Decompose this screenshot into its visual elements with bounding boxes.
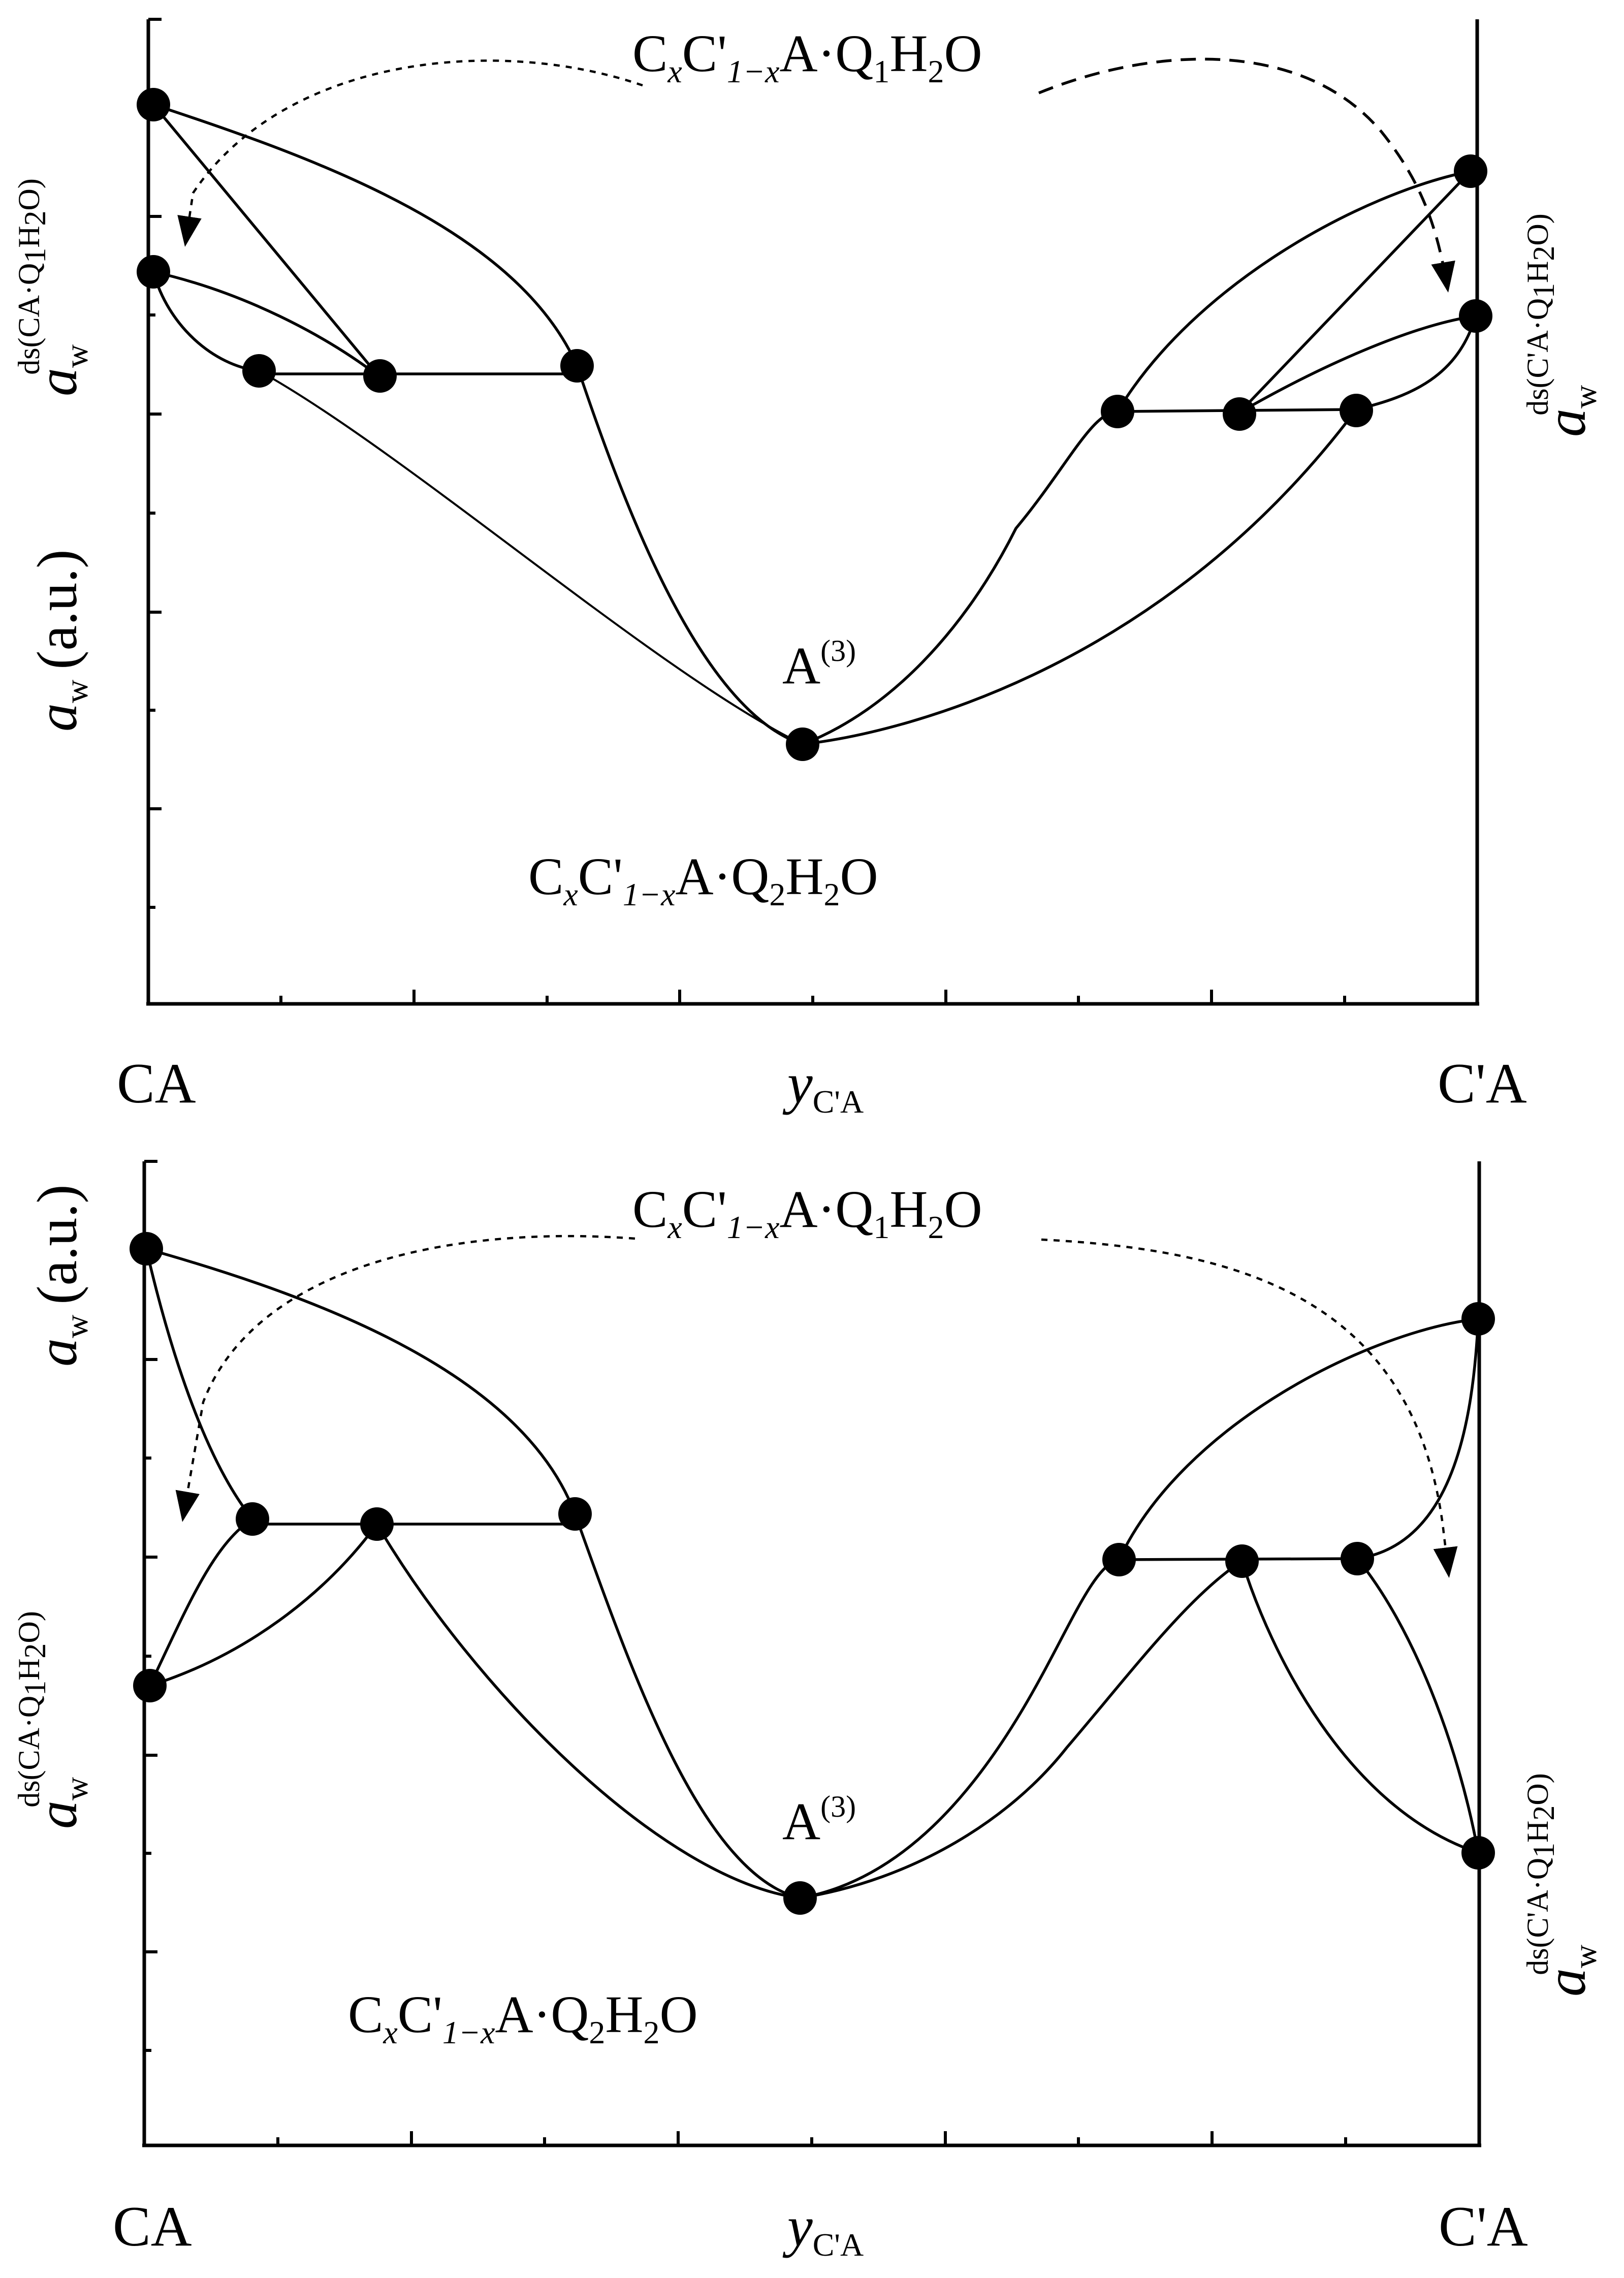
bottom-upper-phase-label: CxC'1−xA·Q1H2O [632, 1180, 982, 1245]
bottom-point-ca-ds [133, 1669, 167, 1702]
bottom-point-right-2 [1225, 1544, 1259, 1578]
bottom-panel: CxC'1−xA·Q1H2O CxC'1−xA·Q2H2O A(3) CA C'… [12, 1160, 1603, 2263]
top-point-right-2 [1223, 397, 1256, 431]
bottom-curves [145, 1247, 1480, 1900]
top-point-left-1 [242, 354, 276, 388]
top-point-left-3 [560, 349, 594, 383]
top-point-cprime-ds [1459, 299, 1492, 333]
top-points [137, 88, 1492, 761]
top-point-right-1 [1101, 395, 1134, 428]
top-y-axis-label: aw(a.u.) [26, 549, 94, 732]
top-curves [152, 103, 1477, 746]
top-y-ticks [148, 18, 162, 909]
top-point-cprime-upper [1454, 154, 1487, 188]
bottom-right-dashed-arrow [1041, 1238, 1458, 1578]
bottom-point-left-2 [360, 1507, 394, 1541]
top-right-ds-label: awds(C'A·Q1H2O) [1521, 213, 1603, 437]
bottom-x-ticks [276, 2131, 1347, 2145]
bottom-point-ca-upper [130, 1232, 163, 1265]
bottom-point-right-1 [1102, 1543, 1136, 1576]
top-right-dashed-arrow [1038, 57, 1455, 293]
bottom-point-cprime-upper [1461, 1302, 1495, 1336]
top-point-right-3 [1340, 394, 1373, 427]
top-panel: CxC'1−xA·Q1H2O CxC'1−xA·Q2H2O A(3) CA C'… [12, 18, 1603, 1120]
top-a3-label: A(3) [782, 634, 856, 695]
bottom-point-left-1 [236, 1502, 269, 1536]
top-left-ds-label: awds(CA·Q1H2O) [12, 178, 94, 396]
bottom-point-cprime-ds [1461, 1836, 1495, 1870]
top-point-ca-upper [137, 88, 170, 121]
bottom-y-axis-label: aw(a.u.) [26, 1184, 94, 1367]
bottom-lower-phase-label: CxC'1−xA·Q2H2O [348, 1985, 698, 2050]
bottom-left-ds-label: awds(CA·Q1H2O) [12, 1611, 94, 1829]
top-point-left-2 [363, 359, 397, 393]
bottom-points [130, 1232, 1495, 1915]
bottom-x-axis-label: yC'A [782, 2195, 864, 2263]
bottom-a3-label: A(3) [782, 1790, 856, 1851]
top-upper-phase-label: CxC'1−xA·Q1H2O [632, 24, 982, 89]
top-point-a3 [786, 727, 819, 761]
top-point-ca-ds [137, 255, 170, 289]
bottom-point-a3 [783, 1881, 817, 1915]
bottom-point-left-3 [558, 1497, 592, 1531]
bottom-left-end-label: CA [113, 2195, 192, 2258]
bottom-right-ds-label: awds(C'A·Q1H2O) [1521, 1773, 1603, 1997]
top-lower-phase-label: CxC'1−xA·Q2H2O [528, 847, 878, 912]
bottom-right-end-label: C'A [1439, 2195, 1528, 2258]
bottom-y-ticks [144, 1160, 157, 2052]
bottom-point-right-3 [1341, 1542, 1374, 1575]
top-x-ticks [279, 990, 1346, 1004]
top-left-end-label: CA [117, 1052, 196, 1115]
bottom-left-dashed-arrow [175, 1235, 635, 1522]
top-left-dashed-arrow [177, 59, 643, 247]
top-x-axis-label: yC'A [782, 1052, 864, 1120]
top-right-end-label: C'A [1438, 1052, 1527, 1115]
